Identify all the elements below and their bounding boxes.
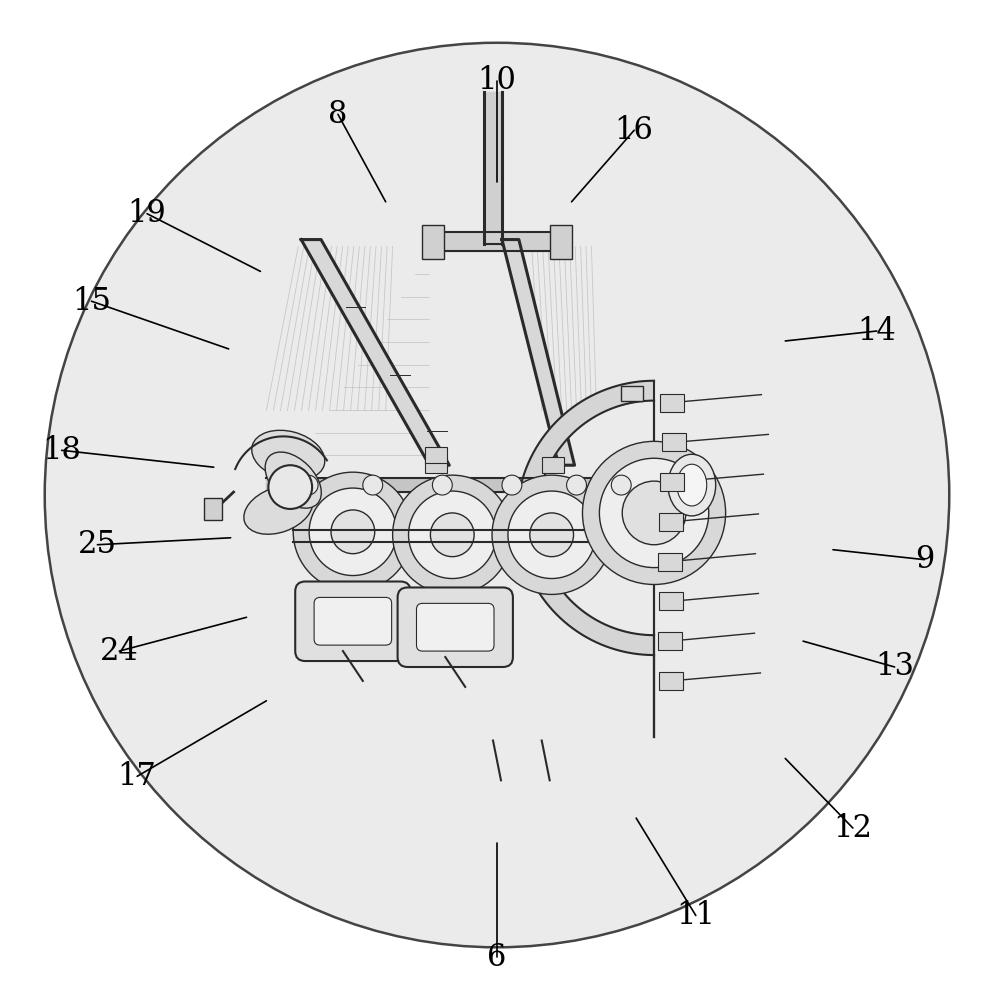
Text: 9: 9	[914, 544, 934, 575]
Text: 16: 16	[614, 115, 654, 146]
Bar	[660, 473, 684, 491]
Bar	[659, 672, 683, 690]
Ellipse shape	[244, 486, 313, 534]
Text: 6: 6	[487, 942, 507, 973]
Text: 11: 11	[676, 900, 716, 931]
Text: 14: 14	[858, 316, 896, 347]
Polygon shape	[517, 381, 654, 737]
Text: 12: 12	[833, 813, 873, 844]
Text: 19: 19	[128, 198, 166, 229]
Polygon shape	[429, 232, 559, 251]
Bar	[659, 592, 683, 610]
Circle shape	[502, 475, 522, 495]
Polygon shape	[484, 92, 502, 244]
Polygon shape	[293, 530, 611, 542]
Circle shape	[363, 475, 383, 495]
Bar	[662, 433, 686, 451]
Circle shape	[530, 513, 574, 557]
Circle shape	[622, 481, 686, 545]
Text: 15: 15	[72, 286, 111, 317]
Circle shape	[309, 488, 397, 576]
FancyBboxPatch shape	[295, 582, 411, 661]
Circle shape	[582, 441, 726, 584]
Text: 24: 24	[100, 636, 138, 667]
Polygon shape	[301, 240, 449, 465]
Text: 10: 10	[477, 65, 517, 96]
Bar	[658, 632, 682, 650]
Bar	[422, 225, 444, 259]
Circle shape	[492, 475, 611, 594]
Circle shape	[508, 491, 595, 579]
Text: 17: 17	[117, 761, 157, 792]
Polygon shape	[266, 478, 644, 492]
Circle shape	[298, 475, 318, 495]
Circle shape	[293, 472, 413, 591]
Ellipse shape	[668, 454, 716, 516]
Bar	[204, 498, 222, 520]
Circle shape	[432, 475, 452, 495]
Bar	[659, 513, 683, 531]
Text: 8: 8	[328, 99, 348, 130]
Circle shape	[599, 458, 709, 568]
Text: 25: 25	[78, 529, 117, 560]
Bar	[542, 457, 564, 473]
FancyBboxPatch shape	[314, 597, 392, 645]
Polygon shape	[502, 240, 575, 465]
Text: 18: 18	[42, 435, 82, 466]
Bar	[550, 225, 572, 259]
Bar	[425, 447, 447, 463]
Circle shape	[45, 43, 949, 947]
Ellipse shape	[677, 464, 707, 506]
Text: 13: 13	[875, 651, 914, 682]
Bar	[658, 553, 682, 571]
Circle shape	[331, 510, 375, 554]
Circle shape	[567, 475, 586, 495]
Circle shape	[393, 475, 512, 594]
Bar	[425, 457, 447, 473]
Bar	[621, 386, 643, 401]
Bar	[660, 394, 684, 412]
FancyBboxPatch shape	[416, 603, 494, 651]
Circle shape	[611, 475, 631, 495]
Circle shape	[409, 491, 496, 579]
Ellipse shape	[251, 430, 325, 480]
FancyBboxPatch shape	[398, 587, 513, 667]
Circle shape	[430, 513, 474, 557]
Ellipse shape	[265, 452, 321, 508]
Circle shape	[268, 465, 312, 509]
